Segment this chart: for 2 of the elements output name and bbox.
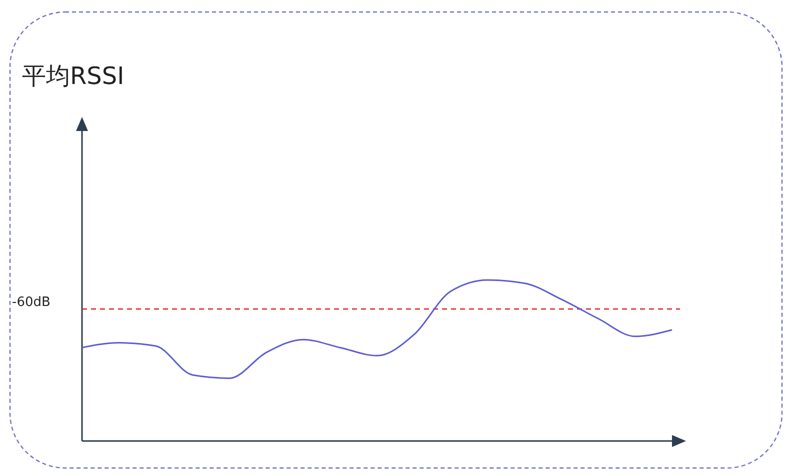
chart-title: 平均RSSI — [22, 62, 124, 90]
ref-line-label: -60dB — [12, 294, 50, 310]
